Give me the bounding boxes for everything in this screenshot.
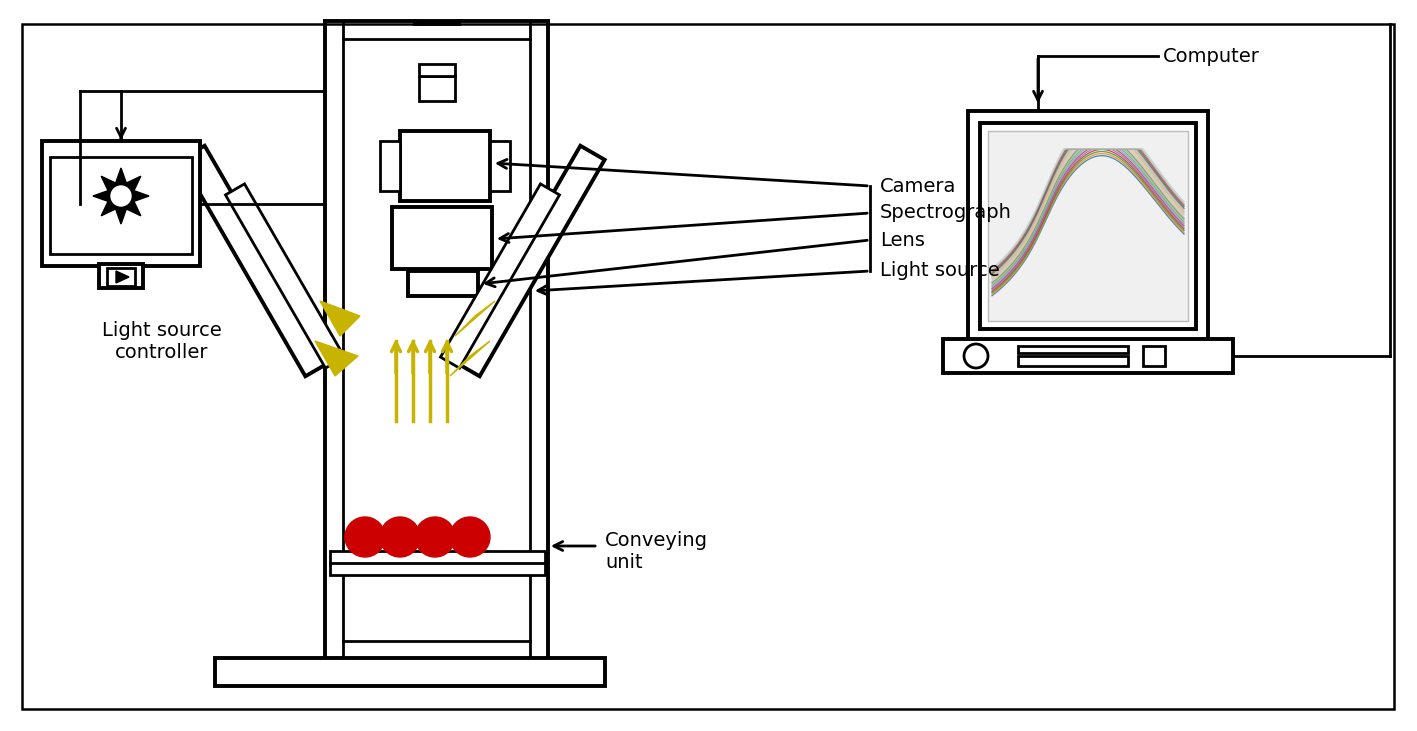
- Bar: [99, 264, 143, 288]
- Text: Spectrograph: Spectrograph: [880, 203, 1012, 222]
- Polygon shape: [451, 341, 490, 376]
- Bar: [380, 141, 400, 191]
- Bar: [330, 563, 546, 575]
- Bar: [215, 658, 605, 686]
- Text: Computer: Computer: [1163, 47, 1260, 66]
- Polygon shape: [116, 271, 129, 283]
- Bar: [1144, 346, 1165, 366]
- Bar: [419, 76, 455, 101]
- Text: Lens: Lens: [880, 230, 925, 249]
- Circle shape: [111, 186, 130, 206]
- Polygon shape: [455, 301, 495, 336]
- Polygon shape: [225, 184, 344, 368]
- Bar: [419, 64, 455, 76]
- Bar: [50, 157, 191, 254]
- Polygon shape: [315, 341, 359, 376]
- Circle shape: [380, 517, 419, 557]
- Polygon shape: [180, 145, 330, 376]
- Bar: [942, 339, 1233, 373]
- Bar: [408, 271, 478, 296]
- Bar: [108, 268, 135, 286]
- Polygon shape: [441, 184, 560, 368]
- Bar: [1017, 346, 1128, 353]
- Bar: [400, 131, 490, 201]
- Text: Conveying
unit: Conveying unit: [605, 531, 708, 572]
- Bar: [981, 123, 1196, 329]
- Bar: [988, 131, 1187, 321]
- Text: Camera: Camera: [880, 176, 956, 195]
- Circle shape: [415, 517, 455, 557]
- Text: Light source
controller: Light source controller: [102, 320, 222, 362]
- Bar: [1017, 356, 1128, 366]
- Circle shape: [451, 517, 490, 557]
- Polygon shape: [94, 168, 149, 224]
- Text: Light source: Light source: [880, 262, 1000, 281]
- Polygon shape: [320, 301, 360, 336]
- Bar: [968, 111, 1209, 341]
- Bar: [43, 141, 200, 266]
- Bar: [393, 207, 492, 269]
- Circle shape: [344, 517, 385, 557]
- Polygon shape: [455, 145, 605, 376]
- Bar: [330, 551, 546, 565]
- Bar: [490, 141, 510, 191]
